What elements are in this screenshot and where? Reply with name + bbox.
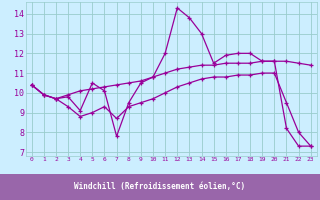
Text: Windchill (Refroidissement éolien,°C): Windchill (Refroidissement éolien,°C) xyxy=(75,182,245,192)
